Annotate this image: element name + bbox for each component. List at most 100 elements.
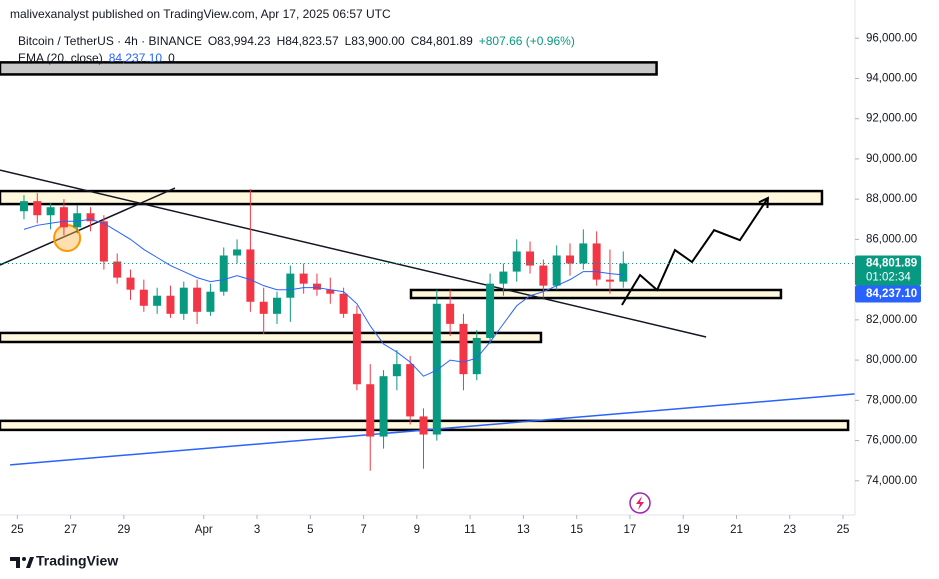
- candle-body: [259, 301, 268, 314]
- legend-ohlc: L83,900.00: [345, 34, 405, 48]
- ema-line: [23, 218, 624, 377]
- candle-body: [619, 263, 628, 282]
- candle-body: [59, 207, 68, 228]
- candle-body: [326, 289, 335, 294]
- candle-body: [219, 255, 228, 292]
- publish-info: malivexanalyst published on TradingView.…: [10, 7, 391, 21]
- x-tick-label: Apr: [195, 524, 213, 536]
- x-tick-label: 21: [730, 524, 743, 536]
- candle-body: [419, 416, 428, 435]
- x-tick-label: 25: [837, 524, 850, 536]
- y-tick-label: 92,000.00: [866, 113, 917, 125]
- candle-body: [233, 249, 242, 256]
- candle-body: [179, 287, 188, 314]
- legend-name: Bitcoin / TetherUS · 4h · BINANCE: [18, 34, 202, 48]
- y-tick-label: 74,000.00: [866, 475, 917, 487]
- x-tick-label: 11: [464, 524, 476, 536]
- legend-ema-extra: 0: [168, 51, 175, 65]
- x-tick-label: 27: [64, 524, 77, 536]
- x-tick-label: 15: [570, 524, 583, 536]
- trend-line: [0, 187, 176, 266]
- ema-price-box: [855, 285, 921, 303]
- last-price-box: [855, 255, 921, 286]
- candle-body: [166, 295, 175, 314]
- x-tick-label: 5: [307, 524, 313, 536]
- legend-ohlc: H84,823.57: [277, 34, 339, 48]
- candle-body: [193, 287, 202, 312]
- legend-ohlc: C84,801.89: [411, 34, 473, 48]
- x-tick-label: 7: [360, 524, 366, 536]
- x-tick-label: 17: [624, 524, 637, 536]
- projection-arrowhead: [758, 196, 769, 209]
- legend-change: +807.66 (+0.96%): [479, 34, 575, 48]
- candle-body: [206, 291, 215, 312]
- highlight: [53, 223, 82, 252]
- trend-line: [0, 169, 707, 338]
- candle-body: [366, 384, 375, 437]
- last-price-label: 84,801.89: [866, 258, 917, 270]
- candle-body: [446, 303, 455, 324]
- legend-series: Bitcoin / TetherUS · 4h · BINANCE O83,994…: [18, 34, 575, 48]
- candle-body: [126, 277, 135, 290]
- zone: [0, 331, 543, 344]
- y-tick-label: 80,000.00: [866, 354, 917, 366]
- zone: [409, 288, 783, 300]
- legend-ohlc: O83,994.23: [208, 34, 271, 48]
- x-tick-label: 13: [517, 524, 530, 536]
- candle-body: [392, 364, 401, 377]
- icon: [629, 492, 651, 514]
- x-tick-label: 23: [783, 524, 796, 536]
- candle-body: [605, 279, 614, 282]
- brand-name: TradingView: [36, 553, 118, 569]
- candle-body: [512, 251, 521, 272]
- x-tick-label: 29: [117, 524, 130, 536]
- candle-body: [406, 364, 415, 417]
- trend-line: [10, 393, 856, 466]
- candle-body: [46, 207, 55, 216]
- candle-body: [99, 221, 108, 262]
- candle-body: [139, 289, 148, 306]
- legend-ema-value: 84,237.10: [109, 51, 163, 65]
- candle-body: [339, 293, 348, 314]
- candle-body: [432, 303, 441, 435]
- plot-area: [0, 61, 856, 471]
- candle-body: [86, 213, 95, 222]
- x-tick-label: 19: [677, 524, 690, 536]
- x-tick-label: 25: [11, 524, 24, 536]
- candle-body: [579, 243, 588, 264]
- y-tick-label: 76,000.00: [866, 435, 917, 447]
- brand-logo: [10, 557, 34, 568]
- y-tick-label: 82,000.00: [866, 314, 917, 326]
- x-tick-label: 3: [254, 524, 260, 536]
- candle-body: [286, 273, 295, 298]
- zone: [0, 189, 824, 206]
- candle-body: [459, 323, 468, 375]
- candle-body: [486, 283, 495, 338]
- candle-body: [113, 261, 122, 278]
- candle-body: [312, 283, 321, 290]
- candle-body: [379, 376, 388, 437]
- y-tick-label: 88,000.00: [866, 193, 917, 205]
- candle-body: [472, 337, 481, 375]
- candle-body: [33, 201, 42, 216]
- candle-body: [499, 271, 508, 284]
- y-tick-label: 90,000.00: [866, 153, 917, 165]
- candle-body: [539, 265, 548, 286]
- candle-body: [552, 255, 561, 286]
- legend: Bitcoin / TetherUS · 4h · BINANCE O83,994…: [18, 34, 575, 65]
- countdown: 01:02:34: [866, 272, 911, 284]
- candle-body: [19, 201, 28, 212]
- candle-body: [273, 297, 282, 314]
- candle-body: [299, 273, 308, 284]
- y-tick-label: 96,000.00: [866, 32, 917, 44]
- legend-ema-name: EMA (20, close): [18, 51, 103, 65]
- candle-body: [592, 243, 601, 280]
- candle-body: [526, 251, 535, 266]
- candle-body: [352, 313, 361, 385]
- y-tick-label: 94,000.00: [866, 72, 917, 84]
- zone: [0, 61, 658, 76]
- y-tick-label: 86,000.00: [866, 233, 917, 245]
- candle-body: [566, 255, 574, 264]
- x-tick-label: 9: [414, 524, 420, 536]
